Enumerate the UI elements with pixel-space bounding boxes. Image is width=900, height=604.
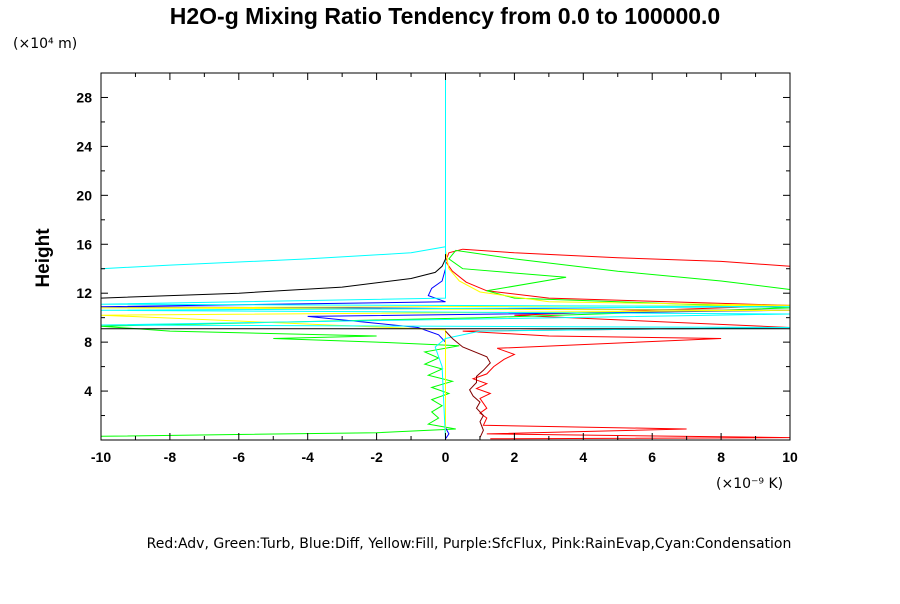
x-tick-label: 2	[511, 449, 519, 465]
x-tick-label: -6	[233, 449, 246, 465]
series-line-adv	[444, 248, 790, 440]
y-tick-label: 28	[76, 89, 92, 105]
y-tick-label: 12	[76, 285, 92, 301]
y-tick-label: 16	[76, 236, 92, 252]
x-tick-label: -8	[164, 449, 177, 465]
series-line-unlabeled-7	[445, 330, 491, 438]
x-tick-label: -4	[301, 449, 314, 465]
y-unit-label: (×10⁴ m)	[13, 36, 77, 52]
y-tick-label: 20	[76, 187, 92, 203]
y-axis-label: Height	[33, 228, 54, 288]
series-line-fill	[101, 238, 790, 434]
y-tick-label: 24	[76, 138, 92, 154]
x-tick-label: 10	[782, 449, 798, 465]
series-line-condensation	[101, 73, 790, 440]
plot-frame	[100, 72, 791, 441]
x-tick-label: 4	[579, 449, 587, 465]
legend-text: Red:Adv, Green:Turb, Blue:Diff, Yellow:F…	[147, 536, 792, 552]
x-tick-label: 0	[442, 449, 450, 465]
y-tick-label: 4	[84, 383, 92, 399]
x-tick-label: -2	[370, 449, 383, 465]
series-line-turb	[101, 249, 790, 437]
series-line-unlabeled-6	[101, 254, 446, 299]
x-tick-label: 6	[648, 449, 656, 465]
x-tick-label: 8	[717, 449, 725, 465]
y-tick-label: 8	[84, 334, 92, 350]
x-tick-label: -10	[91, 449, 111, 465]
chart-title: H2O-g Mixing Ratio Tendency from 0.0 to …	[170, 3, 720, 29]
x-unit-label: (×10⁻⁹ K)	[716, 476, 783, 492]
series-layer	[101, 73, 790, 440]
